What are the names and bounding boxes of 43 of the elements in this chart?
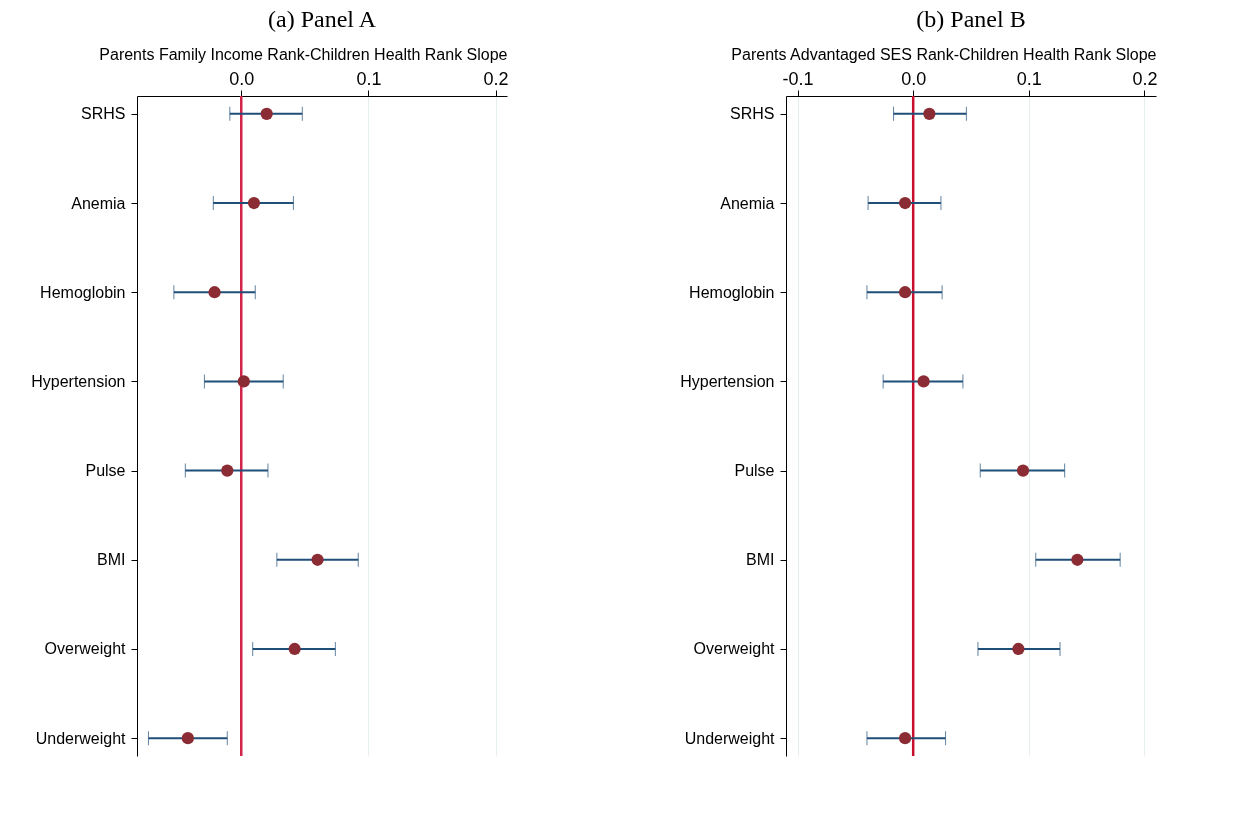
y-tick-label: Anemia: [71, 194, 126, 212]
x-tick-label: 0.1: [356, 68, 382, 89]
y-tick-label: BMI: [746, 551, 775, 569]
point: [311, 553, 324, 566]
x-tick-label: 0.0: [229, 68, 255, 89]
x-tick-label: 0.1: [1016, 68, 1042, 89]
point: [247, 196, 261, 210]
y-tick-label: BMI: [97, 551, 126, 569]
y-tick-label: Hypertension: [680, 372, 775, 390]
y-tick-label: SRHS: [81, 105, 126, 123]
point: [181, 732, 194, 745]
y-tick-label: Pulse: [85, 462, 126, 480]
y-tick-label: Overweight: [44, 640, 127, 658]
x-tick-label: 0.0: [901, 68, 927, 89]
point: [1012, 642, 1025, 656]
y-tick-label: Underweight: [684, 729, 776, 747]
point: [898, 732, 912, 745]
point: [1016, 464, 1030, 477]
x-axis-title: Parents Advantaged SES Rank-Children Health Rank Slope: [731, 45, 1157, 63]
point: [898, 286, 912, 299]
x-tick-label: -0.1: [782, 68, 814, 89]
y-tick-label: SRHS: [730, 105, 775, 123]
chart-title: (b) Panel B: [916, 6, 1026, 32]
point: [237, 375, 250, 388]
chart-title: (a) Panel A: [268, 6, 377, 32]
point: [923, 107, 936, 120]
point: [260, 107, 273, 120]
point: [917, 375, 930, 388]
y-tick-label: Overweight: [693, 640, 776, 658]
y-tick-label: Hemoglobin: [40, 283, 126, 301]
point: [221, 464, 234, 477]
x-tick-label: 0.2: [1132, 68, 1158, 89]
x-axis-title: Parents Family Income Rank-Children Health Rank Slope: [99, 45, 508, 63]
point: [288, 642, 301, 656]
point: [1071, 553, 1084, 566]
y-tick-label: Hemoglobin: [689, 283, 775, 301]
y-tick-label: Pulse: [734, 462, 775, 480]
point: [898, 196, 912, 210]
y-tick-label: Hypertension: [31, 372, 126, 390]
point: [208, 286, 221, 299]
y-tick-label: Underweight: [35, 729, 127, 747]
x-tick-label: 0.2: [483, 68, 509, 89]
y-tick-label: Anemia: [720, 194, 775, 212]
